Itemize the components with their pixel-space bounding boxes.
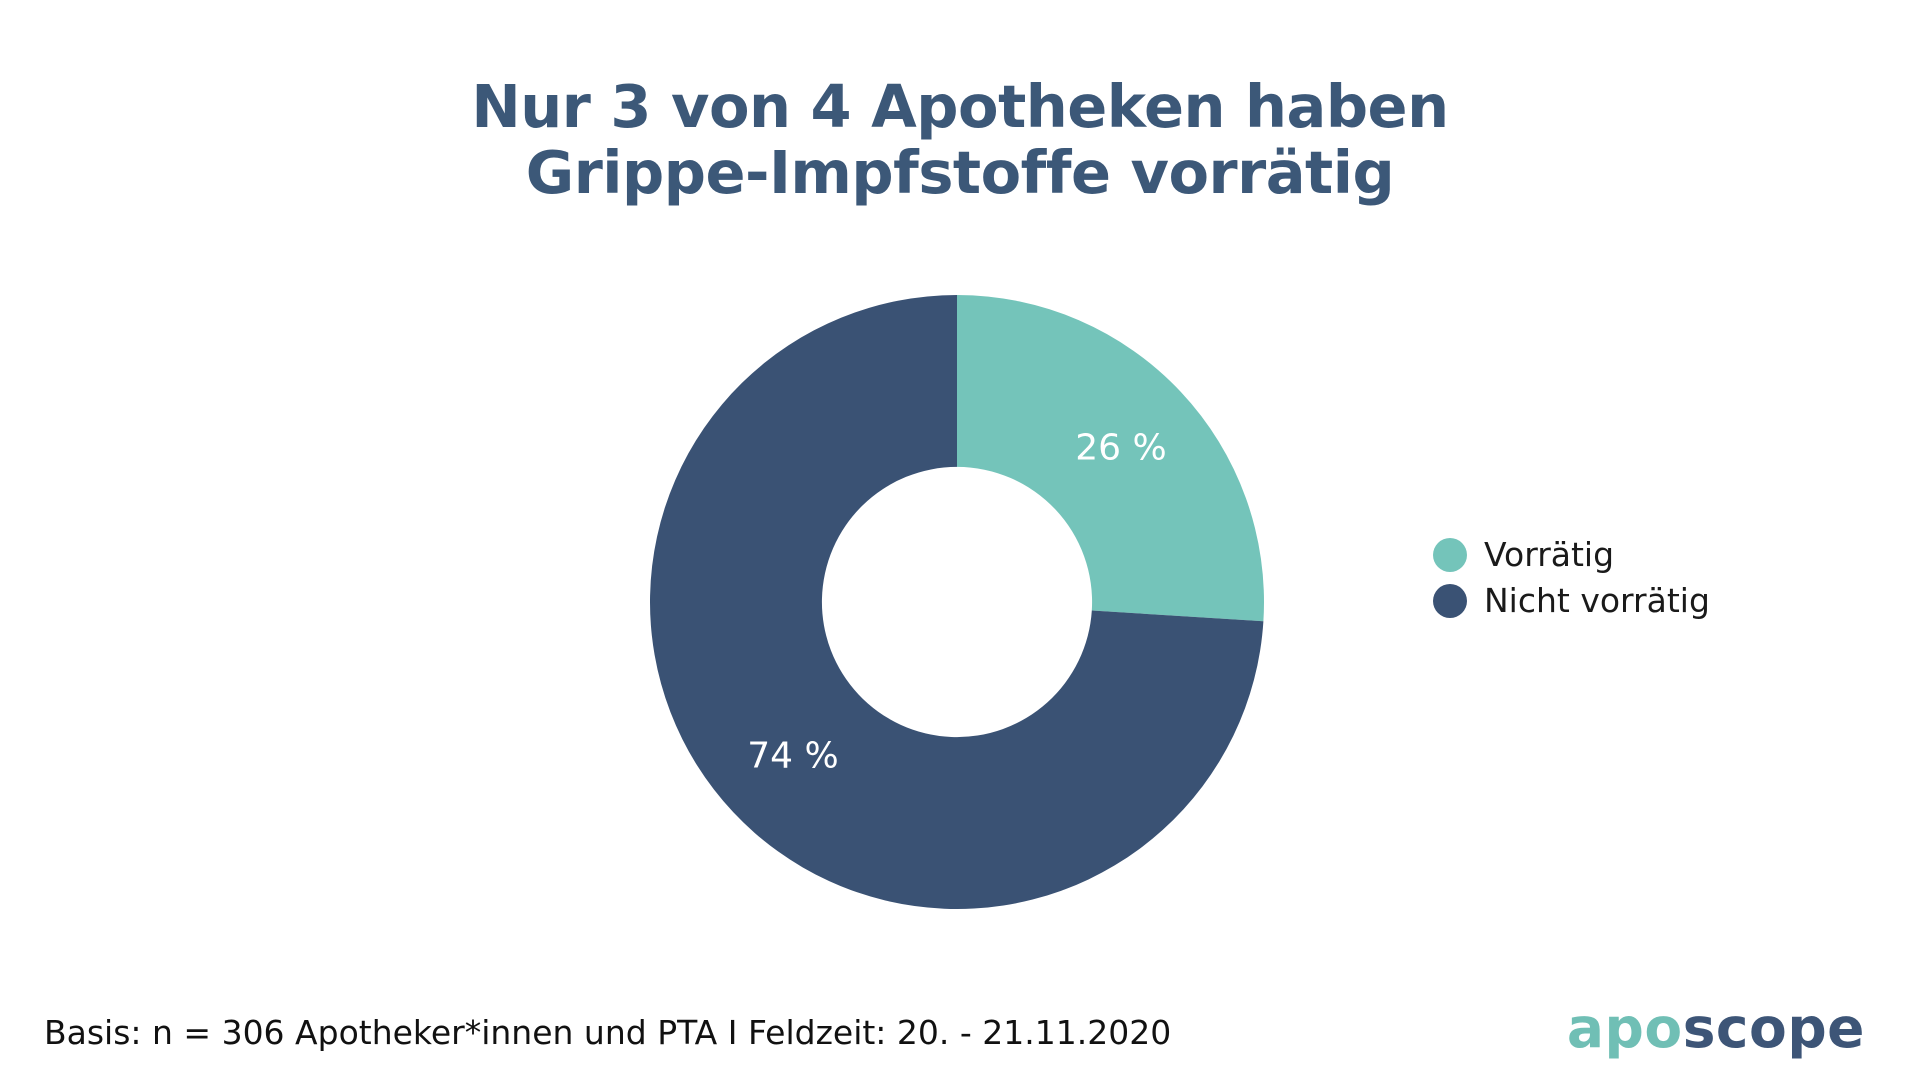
legend-dot-icon <box>1433 583 1467 618</box>
chart-title: Nur 3 von 4 Apotheken haben Grippe-Impfs… <box>0 71 1920 207</box>
legend-item-1: Nicht vorrätig <box>1433 581 1710 620</box>
logo-part-apo: apo <box>1566 996 1683 1060</box>
chart-title-line1: Nur 3 von 4 Apotheken haben <box>471 71 1449 141</box>
legend-item-0: Vorrätig <box>1433 535 1710 574</box>
slice-data-label-1: 74 % <box>747 736 838 777</box>
slice-data-label-0: 26 % <box>1075 427 1166 468</box>
legend: Vorrätig Nicht vorrätig <box>1433 535 1710 620</box>
legend-label: Nicht vorrätig <box>1484 581 1710 620</box>
aposcope-logo: aposcope <box>1567 996 1865 1060</box>
donut-slice-0 <box>957 295 1264 622</box>
logo-part-scope: scope <box>1682 996 1865 1060</box>
legend-dot-icon <box>1433 537 1467 572</box>
donut-slice-1 <box>650 295 1264 909</box>
chart-title-line2: Grippe-Impfstoffe vorrätig <box>525 137 1395 207</box>
footer-basis-text: Basis: n = 306 Apotheker*innen und PTA I… <box>44 1013 1172 1052</box>
legend-label: Vorrätig <box>1484 535 1615 574</box>
donut-chart: 26 % 74 % <box>650 295 1264 909</box>
